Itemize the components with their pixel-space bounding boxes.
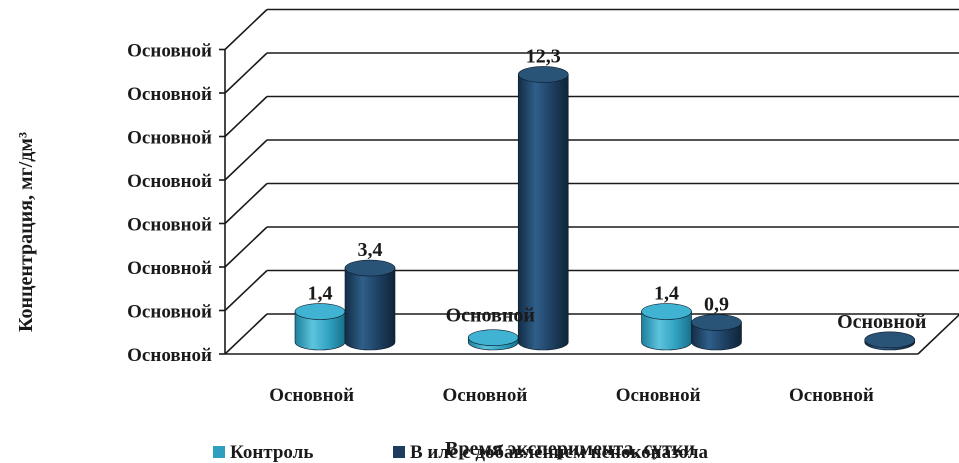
x-axis-ticks: Основной Основной Основной Основной (269, 385, 874, 406)
y-axis-title: Концентрация, мг/дм³ (15, 132, 37, 332)
bar (517, 66, 569, 351)
bar (467, 329, 519, 351)
legend-item: В иле с добавлением пеноконазола (393, 442, 709, 463)
gridline-depth (224, 313, 268, 355)
y-tick-label: Основной (127, 41, 212, 62)
data-labels: 1,4 Основной 1,4 3,4 12,3 0,9 Основной (308, 45, 927, 332)
data-label: 3,4 (358, 239, 383, 261)
x-tick-label: Основной (442, 385, 527, 406)
gridline-depth (224, 269, 268, 312)
y-axis-ticks: Основной Основной Основной Основной Основной… (127, 41, 212, 367)
gridline-depth (224, 52, 268, 94)
y-tick-label: Основной (127, 215, 212, 236)
legend: Контроль В иле с добавлением пеноконазола (213, 442, 709, 463)
gridline-depth (224, 139, 268, 181)
bar (294, 303, 346, 351)
y-tick-label: Основной (127, 171, 212, 192)
data-label: 12,3 (526, 45, 561, 67)
gridlines (219, 8, 959, 355)
legend-label: В иле с добавлением пеноконазола (410, 442, 709, 463)
data-label: 1,4 (654, 283, 679, 305)
bar (344, 259, 396, 351)
floor-right-edge (917, 313, 959, 355)
y-tick-label: Основной (127, 345, 212, 366)
y-tick-label: Основной (127, 302, 212, 323)
bar (691, 314, 742, 351)
legend-swatch (393, 446, 405, 458)
gridline-depth (224, 226, 268, 268)
x-tick-label: Основной (789, 385, 874, 406)
gridline-depth (224, 182, 268, 225)
data-label: 0,9 (704, 293, 729, 315)
y-tick-label: Основной (127, 84, 212, 105)
y-tick-label: Основной (127, 258, 212, 279)
x-tick-label: Основной (269, 385, 354, 406)
x-tick-label: Основной (616, 385, 701, 406)
x-axis-title: Время эксперимента, сутки (445, 438, 695, 460)
data-label: 1,4 (308, 283, 333, 305)
bar (641, 303, 692, 351)
bar (864, 331, 916, 351)
y-tick-label: Основной (127, 128, 212, 149)
data-label: Основной (837, 311, 926, 333)
gridline-depth (224, 95, 268, 138)
legend-swatch (213, 446, 225, 458)
legend-item: Контроль (213, 442, 313, 463)
data-label: Основной (446, 305, 535, 327)
bars (294, 66, 916, 351)
gridline-depth (224, 8, 268, 51)
legend-label: Контроль (230, 442, 313, 463)
